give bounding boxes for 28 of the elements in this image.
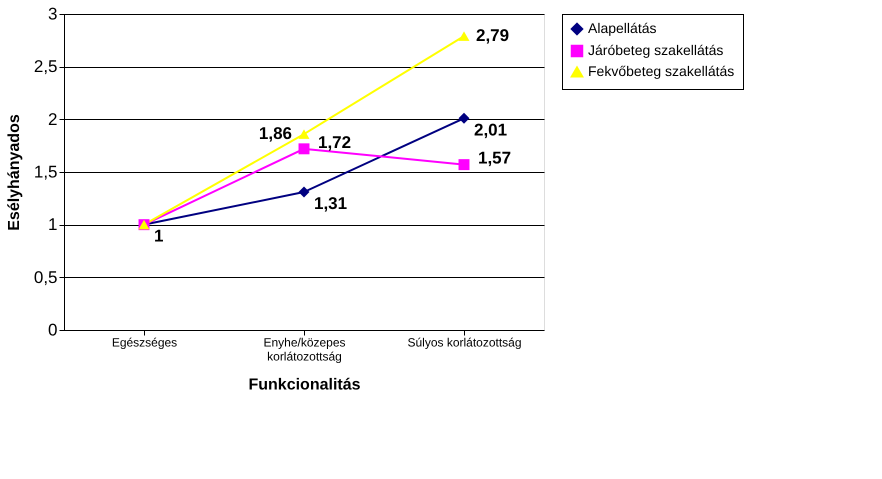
- point: [298, 143, 310, 154]
- y-tick-label: 0,5: [34, 268, 58, 287]
- point: [458, 31, 470, 41]
- y-axis-title: Esélyhányados: [6, 114, 23, 231]
- data-label: 1,86: [258, 124, 292, 144]
- y-tick-label: 2,5: [34, 57, 58, 76]
- data-label: 1,31: [314, 194, 348, 214]
- data-label: 1: [154, 226, 164, 246]
- y-tick-label: 0: [48, 320, 58, 340]
- x-tick-label: Egészséges: [112, 336, 178, 350]
- point: [458, 112, 470, 124]
- legend-label: Fekvőbeteg szakellátás: [588, 63, 734, 79]
- data-label: 1,72: [318, 132, 352, 152]
- x-tick-label: Enyhe/közepes korlátozottság: [263, 336, 346, 364]
- data-label: 2,79: [476, 26, 510, 46]
- y-tick-label: 1: [48, 215, 58, 234]
- data-label: 2,01: [474, 120, 508, 140]
- point: [298, 129, 310, 139]
- x-axis-title: Funkcionalitás: [248, 376, 361, 394]
- y-tick-label: 1,5: [34, 162, 58, 182]
- y-tick-label: 3: [48, 4, 58, 24]
- point: [458, 159, 470, 170]
- point: [298, 186, 310, 198]
- x-tick-label: Súlyos korlátozottság: [407, 336, 522, 350]
- y-tick-label: 2: [48, 110, 58, 129]
- legend-label: Járóbeteg szakellátás: [588, 42, 724, 58]
- data-label: 1,57: [478, 148, 512, 168]
- legend-label: Alapellátás: [588, 20, 656, 36]
